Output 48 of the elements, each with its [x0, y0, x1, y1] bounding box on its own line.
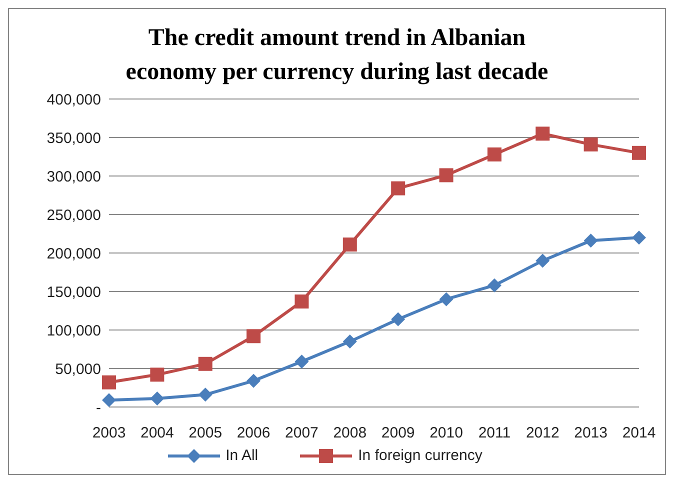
point [198, 388, 212, 402]
point [150, 392, 164, 406]
point [439, 168, 454, 182]
point [439, 292, 454, 306]
x-tick-label: 2003 [92, 424, 126, 442]
x-tick-label: 2010 [430, 424, 463, 442]
x-tick-label: 2008 [333, 424, 367, 442]
point [487, 147, 502, 162]
point [198, 356, 212, 371]
chart-title: The credit amount trend in Albanian economy per currency during last decade [124, 24, 550, 87]
y-tick-label: 300,000 [46, 168, 101, 186]
x-tick-label: 2007 [285, 424, 318, 442]
x-tick-label: 2009 [381, 424, 415, 442]
point [632, 230, 646, 245]
point [102, 393, 116, 407]
x-tick-label: 2006 [236, 424, 270, 442]
point [584, 137, 598, 152]
point [294, 354, 309, 369]
point [102, 375, 116, 390]
legend-label: In All [226, 447, 258, 464]
point [294, 294, 309, 309]
point [536, 126, 550, 141]
x-tick-label: 2005 [188, 424, 222, 442]
x-tick-label: 2011 [478, 424, 511, 442]
point [536, 254, 550, 268]
y-tick-label: 200,000 [46, 245, 101, 262]
point [342, 238, 357, 252]
point [246, 329, 261, 344]
point [150, 368, 164, 382]
y-tick-label: 250,000 [46, 206, 101, 224]
point [391, 312, 406, 326]
point [487, 278, 502, 292]
x-tick-label: 2013 [574, 424, 608, 442]
point [584, 234, 598, 248]
x-tick-label: 2004 [140, 424, 174, 442]
point [246, 374, 261, 388]
y-tick-label: 350,000 [46, 130, 101, 147]
point [391, 181, 406, 196]
point [342, 334, 357, 349]
point [632, 146, 646, 160]
y-tick-label: 400,000 [46, 91, 101, 108]
y-tick-label: 150,000 [46, 284, 101, 301]
y-tick-label: 100,000 [46, 322, 101, 340]
x-tick-label: 2012 [526, 424, 560, 442]
legend-label: In foreign currency [358, 447, 482, 464]
y-tick-label: 50,000 [55, 360, 101, 378]
x-tick-label: 2014 [622, 424, 656, 442]
y-tick-label: - [96, 399, 101, 416]
